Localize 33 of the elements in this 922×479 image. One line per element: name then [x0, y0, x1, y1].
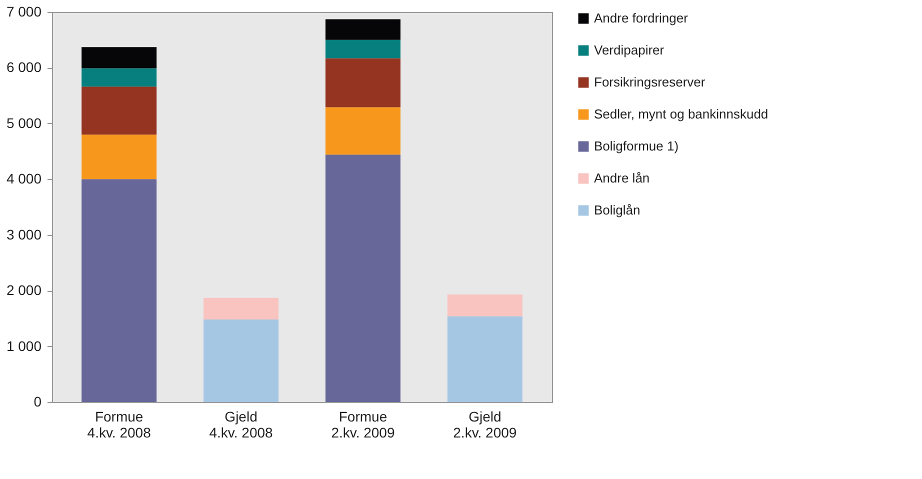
- y-tick-label: 1 000: [6, 338, 42, 354]
- bar: [82, 68, 157, 87]
- x-tick-label: Formue 2.kv. 2009: [331, 408, 395, 440]
- legend-label: Forsikringsreserver: [594, 74, 706, 90]
- y-tick-label: 0: [34, 394, 42, 410]
- x-tick-label: Gjeld 2.kv. 2009: [453, 408, 517, 440]
- legend-label: Andre lån: [594, 170, 650, 186]
- y-tick-label: 2 000: [6, 282, 42, 298]
- legend-label: Boliglån: [594, 202, 640, 218]
- bar: [204, 320, 279, 402]
- bar: [82, 179, 157, 402]
- bar: [325, 154, 400, 402]
- bar: [325, 58, 400, 108]
- legend-label: Sedler, mynt og bankinnskudd: [594, 106, 768, 122]
- legend-label: Andre fordringer: [594, 10, 689, 26]
- y-tick-label: 3 000: [6, 226, 42, 242]
- bar: [82, 86, 157, 135]
- bar: [204, 298, 279, 320]
- legend-label: Verdipapirer: [594, 42, 665, 58]
- bar: [447, 316, 522, 402]
- bar: [325, 107, 400, 155]
- bar: [82, 134, 157, 180]
- y-tick-label: 4 000: [6, 170, 42, 187]
- bar: [447, 294, 522, 316]
- y-tick-label: 6 000: [6, 59, 42, 76]
- bar: [325, 40, 400, 58]
- x-tick-label: Gjeld 4.kv. 2008: [209, 408, 274, 440]
- x-tick-label: Formue 4.kv. 2008: [87, 408, 152, 440]
- legend-label: Boligformue 1): [594, 138, 679, 154]
- y-tick-label: 7 000: [6, 4, 42, 20]
- bar: [325, 19, 400, 40]
- y-tick-label: 5 000: [6, 114, 42, 131]
- bar: [82, 47, 157, 68]
